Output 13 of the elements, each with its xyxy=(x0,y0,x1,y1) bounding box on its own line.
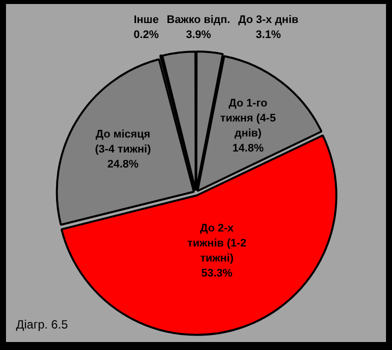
data-label: 3.1% xyxy=(256,29,282,42)
data-label: 24.8% xyxy=(107,158,139,171)
slice-label: До 2-х тижнів (1-2 тижні) xyxy=(187,222,246,265)
slice-label: До 1-го тижня (4-5 днів) xyxy=(220,97,276,140)
slice-label: Важко відп. xyxy=(166,14,230,26)
slice-label: До місяця (3-4 тижні) xyxy=(94,128,152,156)
data-label: 53.3% xyxy=(201,268,233,280)
text: Діагр. 6.5 xyxy=(16,317,68,332)
data-label: 3.9% xyxy=(186,29,212,42)
slice-label: Інше xyxy=(134,14,159,26)
slice-label: До 3-х днів xyxy=(238,14,299,26)
data-label: 0.2% xyxy=(134,29,159,42)
data-label: 14.8% xyxy=(232,142,264,154)
